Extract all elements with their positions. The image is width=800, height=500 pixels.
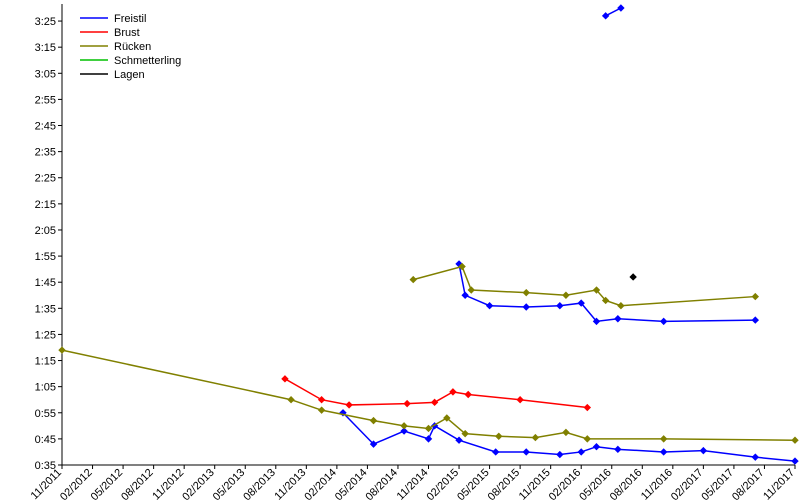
marker-Rücken [401,423,407,429]
y-tick-label: 0:55 [35,408,56,420]
marker-Rücken [532,435,538,441]
y-tick-label: 3:25 [35,16,56,28]
marker-Freistil [603,13,609,19]
marker-Rücken [468,287,474,293]
legend-label: Schmetterling [114,55,181,67]
marker-Rücken [288,397,294,403]
marker-Freistil [752,317,758,323]
marker-Rücken [496,433,502,439]
marker-Rücken [752,294,758,300]
y-tick-label: 2:35 [35,147,56,159]
series-Freistil [459,264,755,321]
marker-Freistil [493,449,499,455]
y-tick-label: 1:25 [35,329,56,341]
marker-Freistil [593,444,599,450]
y-tick-label: 1:55 [35,251,56,263]
y-tick-label: 0:45 [35,434,56,446]
marker-Brust [432,399,438,405]
legend-label: Rücken [114,41,151,53]
marker-Brust [450,389,456,395]
marker-Rücken [618,303,624,309]
series-Freistil [343,413,795,461]
marker-Rücken [563,292,569,298]
y-tick-label: 3:05 [35,68,56,80]
y-tick-label: 1:45 [35,277,56,289]
marker-Freistil [661,449,667,455]
marker-Freistil [752,454,758,460]
marker-Lagen [630,274,636,280]
marker-Freistil [523,304,529,310]
marker-Freistil [487,303,493,309]
marker-Brust [319,397,325,403]
marker-Freistil [615,446,621,452]
legend-label: Brust [114,27,140,39]
marker-Rücken [319,407,325,413]
marker-Freistil [578,449,584,455]
y-tick-label: 2:25 [35,173,56,185]
legend-label: Lagen [114,69,145,81]
legend-label: Freistil [114,13,146,25]
y-tick-label: 1:15 [35,356,56,368]
y-tick-label: 2:05 [35,225,56,237]
y-tick-label: 2:55 [35,94,56,106]
marker-Freistil [557,303,563,309]
marker-Freistil [661,318,667,324]
marker-Rücken [371,418,377,424]
marker-Brust [584,405,590,411]
x-tick-label: 11/2017 [761,467,797,500]
marker-Brust [517,397,523,403]
marker-Rücken [426,425,432,431]
marker-Rücken [523,290,529,296]
marker-Brust [282,376,288,382]
marker-Rücken [661,436,667,442]
series-Rücken [413,267,755,306]
marker-Freistil [618,5,624,11]
marker-Freistil [615,316,621,322]
marker-Rücken [792,437,798,443]
marker-Brust [346,402,352,408]
marker-Freistil [792,458,798,464]
marker-Brust [465,391,471,397]
marker-Freistil [523,449,529,455]
marker-Rücken [410,277,416,283]
chart-svg: 0:350:450:551:051:151:251:351:451:552:05… [0,0,800,500]
marker-Freistil [557,452,563,458]
y-tick-label: 2:15 [35,199,56,211]
line-chart: 0:350:450:551:051:151:251:351:451:552:05… [0,0,800,500]
y-tick-label: 3:15 [35,42,56,54]
y-tick-label: 2:45 [35,121,56,133]
marker-Freistil [462,292,468,298]
marker-Rücken [59,347,65,353]
y-tick-label: 1:05 [35,382,56,394]
marker-Rücken [563,429,569,435]
marker-Brust [404,401,410,407]
marker-Freistil [426,436,432,442]
marker-Freistil [700,448,706,454]
y-tick-label: 1:35 [35,303,56,315]
marker-Rücken [584,436,590,442]
